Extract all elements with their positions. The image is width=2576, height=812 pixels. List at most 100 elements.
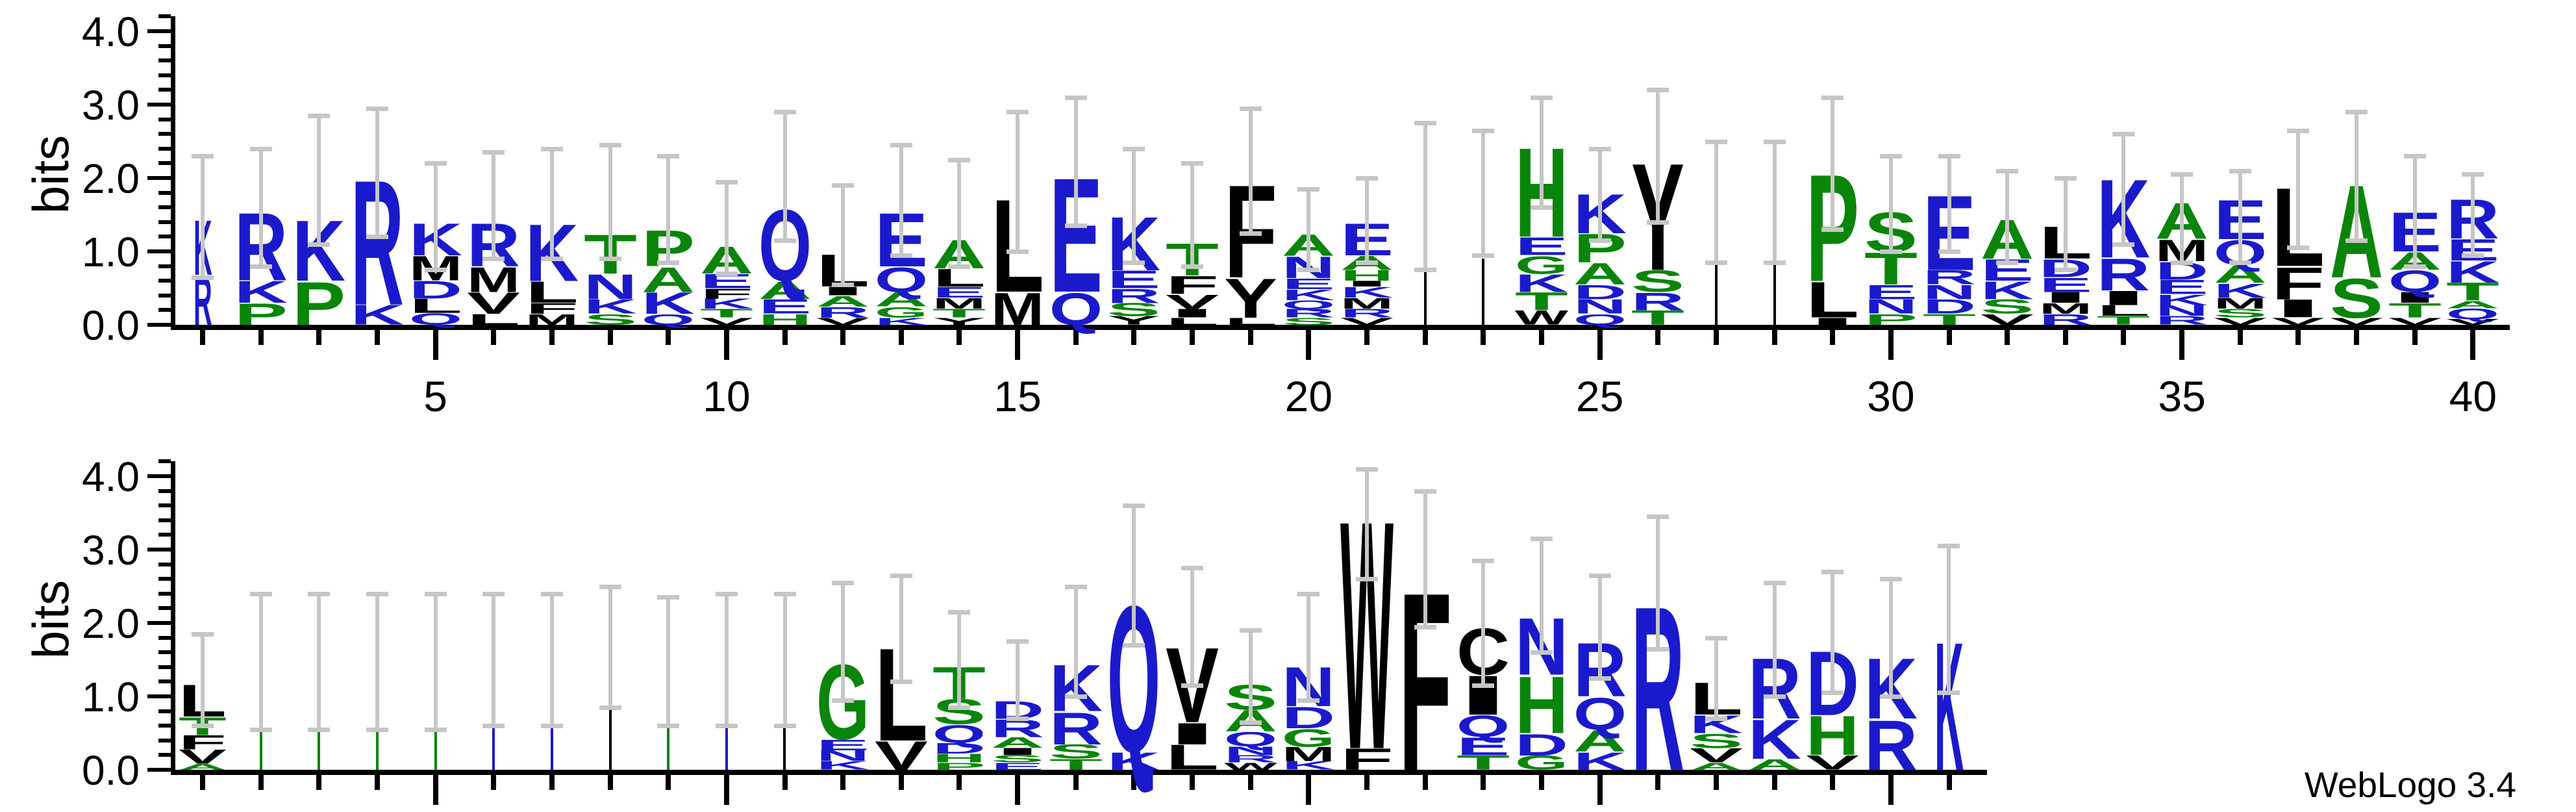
y-minor-tick	[158, 459, 171, 464]
x-minor-tick	[491, 330, 497, 345]
error-bar-cap-top	[890, 143, 912, 148]
error-bar-cap-bottom	[1064, 223, 1087, 229]
svg-text:A: A	[1748, 756, 1801, 773]
error-bar-cap-bottom	[1763, 694, 1786, 699]
x-minor-tick	[258, 775, 264, 790]
residue-letter-V: V	[467, 286, 520, 320]
error-bar	[957, 159, 962, 266]
x-minor-tick	[200, 330, 205, 345]
svg-text:H: H	[758, 311, 812, 328]
x-minor-tick	[549, 330, 555, 345]
residue-letter-K: K	[1282, 286, 1335, 303]
y-minor-tick	[158, 488, 171, 493]
y-minor-tick	[158, 577, 171, 581]
residue-letter-A: A	[2446, 299, 2499, 311]
error-bar-cap-top	[1588, 573, 1611, 578]
error-bar-cap-bottom	[424, 268, 447, 273]
svg-text:S: S	[991, 754, 1044, 765]
residue-letter-K: K	[351, 299, 404, 331]
residue-letter-R: R	[1923, 266, 1976, 288]
residue-letter-T: T	[1515, 287, 1568, 316]
y-major-tick	[147, 29, 171, 33]
residue-letter-V: V	[700, 316, 753, 327]
residue-letter-D: D	[1282, 700, 1335, 734]
error-bar-cap-bottom	[424, 727, 447, 732]
error-bar-cap-bottom	[1064, 694, 1087, 699]
svg-text:K: K	[234, 274, 288, 309]
svg-text:E: E	[1457, 732, 1510, 761]
svg-text:L: L	[409, 294, 462, 317]
error-bar-cap-top	[308, 113, 331, 118]
y-minor-tick	[158, 117, 171, 121]
error-bar-cap-top	[308, 591, 331, 596]
x-tick-label: 15	[994, 372, 1042, 420]
residue-letter-K: K	[1573, 747, 1627, 776]
svg-text:D: D	[1515, 728, 1568, 761]
error-bar-cap-top	[1530, 95, 1553, 100]
y-minor-tick	[158, 220, 171, 224]
x-tick-label: 40	[2449, 372, 2497, 420]
y-tick-label: 3.0	[82, 527, 140, 574]
error-bar-cap-bottom	[1356, 260, 1378, 265]
logo-column-pos-1: RK	[192, 0, 214, 340]
y-minor-tick	[158, 635, 171, 640]
svg-text:H: H	[1806, 705, 1859, 768]
error-bar	[2471, 174, 2475, 255]
residue-letter-E: E	[1864, 281, 1918, 303]
x-major-tick	[1597, 330, 1603, 360]
residue-letter-L: L	[1166, 737, 1219, 777]
svg-text:T: T	[1923, 311, 1976, 328]
logo-column-pos-44	[366, 0, 388, 770]
error-bar-cap-bottom	[1821, 691, 1844, 696]
error-bar	[1597, 148, 1602, 241]
svg-text:L: L	[1166, 737, 1219, 777]
error-bar-cap-top	[424, 591, 447, 596]
error-bar-cap-top	[1356, 176, 1378, 181]
residue-letter-I: I	[2039, 289, 2092, 306]
error-bar-cap-top	[366, 591, 388, 596]
y-minor-tick	[158, 591, 171, 596]
residue-letter-G: G	[1515, 751, 1568, 774]
svg-text:R: R	[816, 304, 869, 321]
error-bar-cap-bottom	[1007, 249, 1029, 254]
error-bar	[1073, 586, 1078, 696]
residue-letter-K: K	[2446, 255, 2499, 288]
residue-letter-R: R	[1107, 285, 1160, 307]
svg-text:I: I	[1340, 279, 1394, 288]
residue-letter-I: I	[991, 746, 1044, 757]
x-tick-label: 30	[1867, 372, 1915, 420]
error-bar	[375, 593, 379, 730]
svg-text:G: G	[875, 304, 928, 321]
error-bar-cap-top	[1938, 154, 1960, 159]
svg-text:L: L	[1224, 316, 1277, 327]
residue-letter-K: K	[1515, 269, 1568, 298]
svg-text:N: N	[1923, 281, 1976, 303]
error-bar-cap-top	[832, 183, 855, 188]
y-axis-line	[171, 16, 175, 327]
svg-text:K: K	[1981, 276, 2034, 305]
residue-letter-N: N	[1923, 281, 1976, 303]
error-bar-cap-bottom	[1705, 716, 1727, 721]
residue-letter-T: T	[2446, 278, 2499, 307]
error-bar-cap-bottom	[1181, 264, 1204, 269]
svg-text:F: F	[2271, 258, 2325, 309]
x-minor-tick	[1073, 330, 1079, 345]
y-minor-tick	[158, 518, 171, 522]
y-minor-tick	[158, 753, 171, 757]
error-bar	[492, 593, 496, 726]
x-minor-tick	[200, 775, 205, 790]
svg-text:R: R	[1049, 703, 1103, 754]
svg-text:R: R	[1282, 307, 1335, 320]
residue-letter-R: R	[1864, 705, 1918, 785]
error-bar-cap-top	[1821, 95, 1844, 100]
residue-letter-V: V	[1806, 751, 1859, 774]
svg-text:S: S	[1981, 295, 2034, 318]
error-bar-cap-bottom	[1472, 253, 1495, 258]
svg-text:R: R	[1923, 266, 1976, 288]
x-minor-tick	[316, 775, 322, 790]
